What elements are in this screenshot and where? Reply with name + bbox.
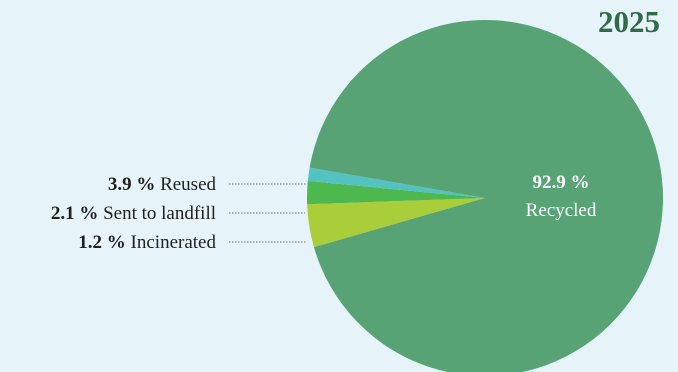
slice-name-reused: Reused — [155, 174, 216, 195]
slice-label-sent-to-landfill: 2.1 % Sent to landfill — [51, 203, 216, 224]
slice-label-reused: 3.9 % Reused — [108, 174, 217, 195]
slice-value-sent-to-landfill: 2.1 % — [51, 203, 99, 224]
pie-slice-recycled — [309, 20, 663, 372]
slice-name-recycled: Recycled — [526, 200, 597, 221]
pie-slice-incinerated — [307, 167, 485, 198]
slice-name-incinerated: Incinerated — [126, 232, 217, 253]
slice-value-incinerated: 1.2 % — [78, 232, 126, 253]
slice-value-reused: 3.9 % — [108, 174, 156, 195]
chart-title: 2025 — [598, 4, 660, 39]
slice-name-sent-to-landfill: Sent to landfill — [98, 203, 216, 224]
leader-lines — [229, 183, 308, 243]
slice-label-incinerated: 1.2 % Incinerated — [78, 232, 216, 253]
pie-slice-reused — [307, 198, 485, 248]
pie-slices — [307, 20, 663, 372]
slice-labels: 3.9 % Reused 2.1 % Sent to landfill 1.2 % … — [51, 172, 597, 253]
slice-value-recycled: 92.9 % — [533, 172, 590, 193]
pie-slice-sent-to-landfill — [307, 180, 485, 205]
